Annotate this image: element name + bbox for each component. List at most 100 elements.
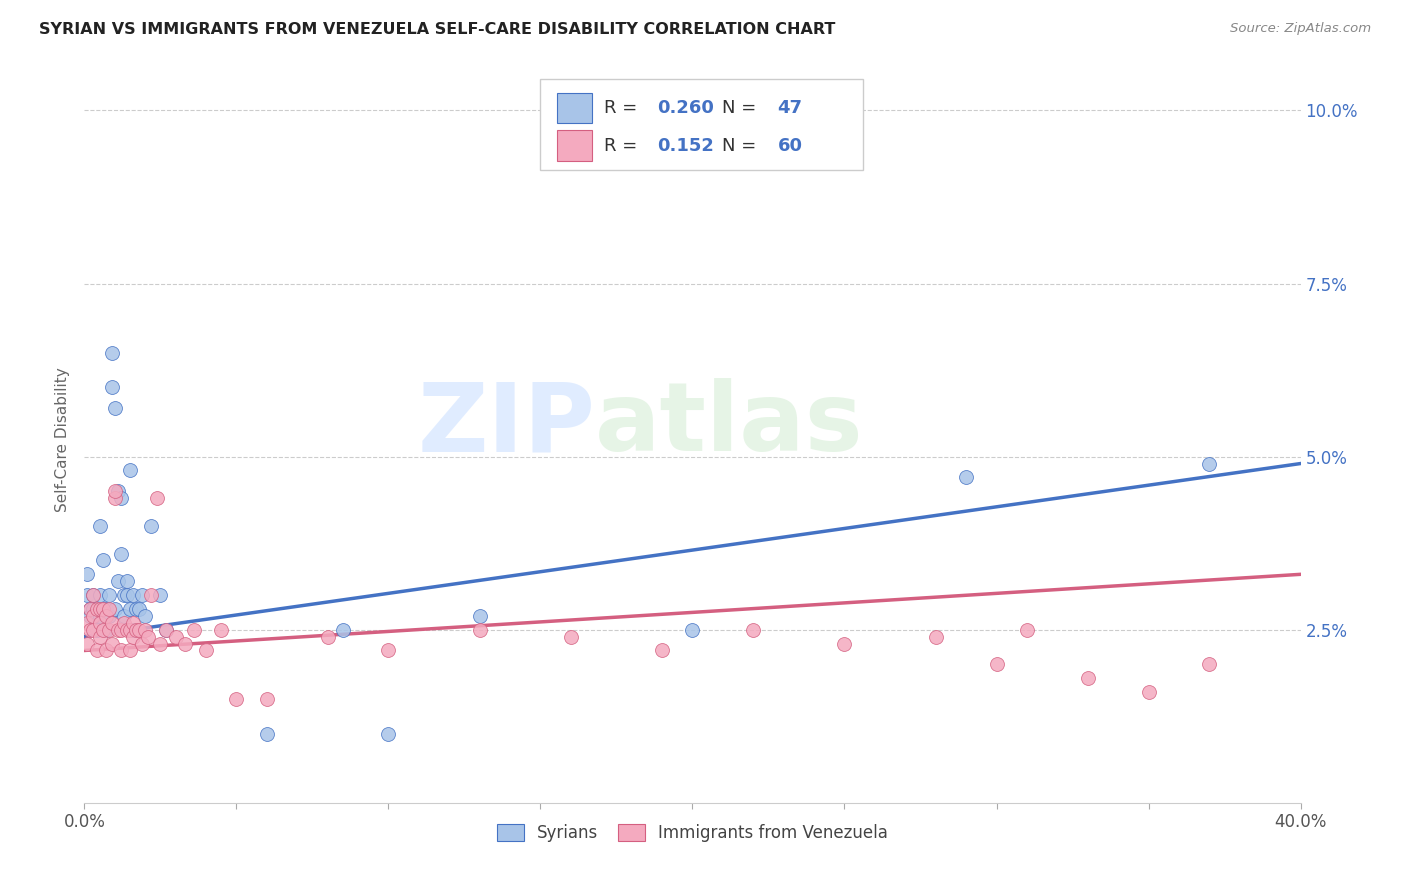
Point [125, 623, 148, 637]
Point [110, 623, 132, 637]
Point [834, 636, 856, 650]
Point [118, 463, 141, 477]
Text: Source: ZipAtlas.com: Source: ZipAtlas.com [1230, 22, 1371, 36]
Point [468, 608, 491, 623]
Text: SYRIAN VS IMMIGRANTS FROM VENEZUELA SELF-CARE DISABILITY CORRELATION CHART: SYRIAN VS IMMIGRANTS FROM VENEZUELA SELF… [39, 22, 835, 37]
Point [89, 615, 111, 630]
Bar [557, 93, 592, 123]
Point [104, 401, 127, 416]
Point [100, 380, 122, 394]
Point [79, 623, 101, 637]
Point [122, 588, 145, 602]
Point [76, 636, 98, 650]
Point [122, 630, 145, 644]
Point [100, 636, 122, 650]
Point [986, 657, 1008, 672]
Point [149, 588, 172, 602]
Point [89, 630, 111, 644]
Point [104, 484, 127, 499]
Y-axis label: Self-Care Disability: Self-Care Disability [55, 367, 70, 512]
Point [173, 636, 195, 650]
Point [112, 588, 135, 602]
Point [110, 491, 132, 505]
Point [76, 567, 98, 582]
Point [155, 623, 177, 637]
Point [79, 602, 101, 616]
Point [194, 643, 218, 657]
Point [682, 623, 704, 637]
Point [256, 726, 278, 740]
Text: 47: 47 [778, 99, 803, 117]
Point [651, 643, 673, 657]
Point [122, 623, 145, 637]
Point [209, 623, 232, 637]
Point [82, 623, 104, 637]
Point [122, 615, 145, 630]
Point [112, 615, 135, 630]
Point [86, 608, 108, 623]
Text: R =: R = [603, 136, 648, 154]
Point [91, 602, 114, 616]
Point [149, 636, 172, 650]
Point [94, 623, 117, 637]
Point [82, 602, 104, 616]
Point [146, 491, 169, 505]
Point [332, 623, 354, 637]
Point [82, 588, 104, 602]
Text: ZIP: ZIP [418, 378, 595, 471]
Point [183, 623, 205, 637]
Point [79, 608, 101, 623]
Point [118, 623, 141, 637]
Point [256, 692, 278, 706]
Point [97, 602, 120, 616]
Point [128, 623, 150, 637]
Point [125, 602, 148, 616]
Point [97, 623, 120, 637]
Point [128, 602, 150, 616]
Point [1137, 685, 1160, 699]
Point [89, 602, 111, 616]
Point [165, 630, 187, 644]
Point [110, 547, 132, 561]
Point [82, 608, 104, 623]
Text: 0.152: 0.152 [657, 136, 714, 154]
Point [1198, 457, 1220, 471]
Point [104, 602, 127, 616]
Point [110, 643, 132, 657]
Legend: Syrians, Immigrants from Venezuela: Syrians, Immigrants from Venezuela [491, 817, 894, 849]
Point [131, 636, 153, 650]
Point [89, 519, 111, 533]
Point [91, 623, 114, 637]
Point [955, 470, 977, 484]
Point [1015, 623, 1038, 637]
Text: R =: R = [603, 99, 643, 117]
Point [91, 602, 114, 616]
Bar [557, 130, 592, 161]
Point [141, 519, 163, 533]
Point [136, 630, 159, 644]
Point [141, 588, 163, 602]
Text: 60: 60 [778, 136, 803, 154]
Point [316, 630, 339, 644]
Point [94, 643, 117, 657]
FancyBboxPatch shape [540, 79, 863, 170]
Point [134, 608, 156, 623]
Point [377, 726, 399, 740]
Point [134, 623, 156, 637]
Text: atlas: atlas [595, 378, 863, 471]
Point [100, 615, 122, 630]
Point [115, 623, 138, 637]
Point [97, 608, 120, 623]
Point [155, 623, 177, 637]
Point [1077, 671, 1099, 685]
Point [94, 602, 117, 616]
Point [89, 608, 111, 623]
Point [107, 574, 129, 589]
Point [112, 608, 135, 623]
Point [107, 484, 129, 499]
Point [89, 588, 111, 602]
Point [86, 643, 108, 657]
Point [91, 553, 114, 567]
Text: 0.260: 0.260 [657, 99, 714, 117]
Point [115, 588, 138, 602]
